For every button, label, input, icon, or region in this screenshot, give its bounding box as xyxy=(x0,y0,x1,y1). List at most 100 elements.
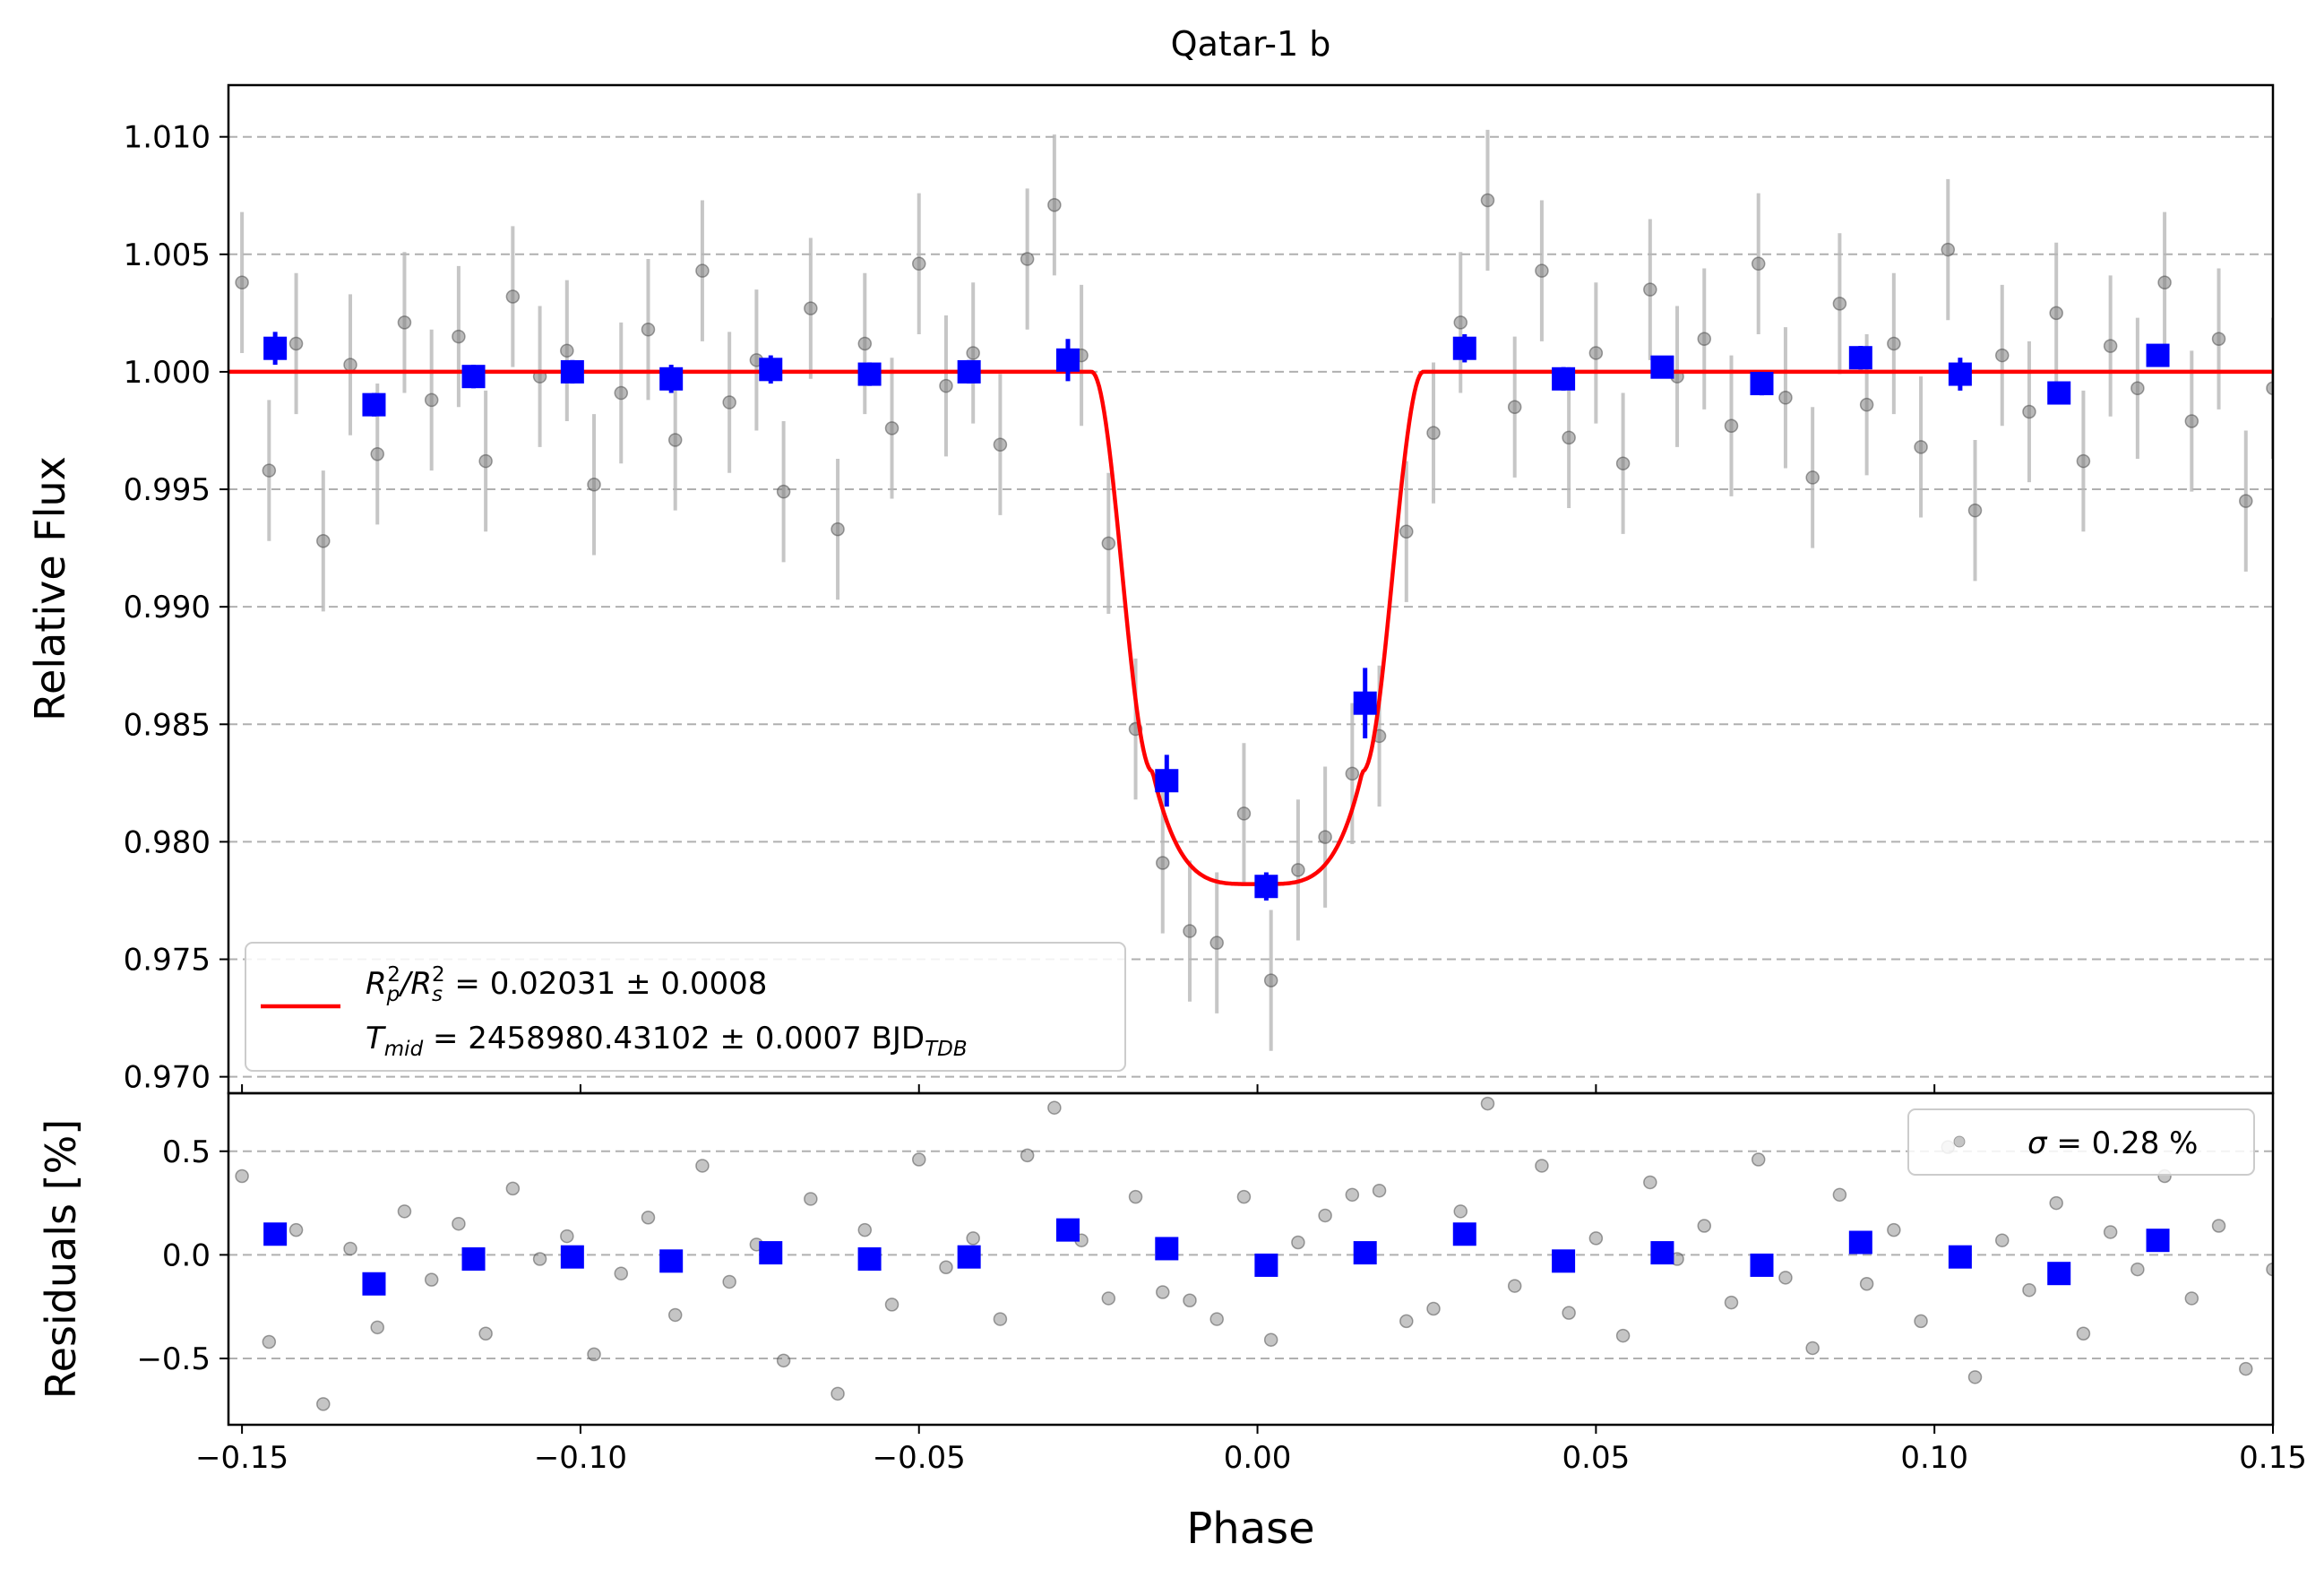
residual-binned-point xyxy=(957,1245,981,1269)
flux-raw-point xyxy=(370,446,384,461)
flux-binned-point xyxy=(659,366,684,391)
flux-raw-point xyxy=(776,484,791,499)
residual-raw-point xyxy=(614,1266,629,1281)
phase-x-tick-label: 0.05 xyxy=(1562,1440,1631,1476)
flux-raw-point xyxy=(939,378,953,393)
residual-raw-point xyxy=(1399,1314,1414,1329)
residual-raw-point xyxy=(1183,1293,1197,1307)
flux-y-tick-label: 1.000 xyxy=(124,355,211,391)
residual-raw-point xyxy=(1724,1295,1739,1310)
residual-raw-point xyxy=(1994,1233,2010,1247)
residual-raw-point xyxy=(695,1159,710,1173)
flux-raw-point xyxy=(1020,252,1035,266)
flux-raw-point xyxy=(1345,766,1360,781)
flux-raw-point xyxy=(1156,856,1170,870)
flux-raw-points xyxy=(235,193,2273,987)
flux-binned-point xyxy=(957,359,981,384)
flux-raw-point xyxy=(452,329,466,344)
residual-binned-point xyxy=(461,1247,486,1271)
flux-raw-point xyxy=(1562,430,1576,445)
flux-y-tick-label: 0.985 xyxy=(124,707,211,743)
residual-raw-point xyxy=(1426,1301,1441,1316)
flux-raw-point xyxy=(1318,830,1332,844)
residual-raw-point xyxy=(1047,1100,1062,1115)
residual-raw-point xyxy=(1372,1183,1387,1198)
flux-raw-point xyxy=(1751,256,1766,272)
flux-binned-point xyxy=(2146,343,2170,367)
flux-y-tick-label: 0.970 xyxy=(124,1060,211,1096)
residual-raw-point xyxy=(424,1272,439,1287)
residual-binned-point xyxy=(263,1222,288,1246)
residual-raw-point xyxy=(1453,1204,1468,1219)
residual-binned-point xyxy=(1848,1230,1872,1255)
flux-raw-point xyxy=(1724,418,1739,433)
flux-raw-point xyxy=(2022,404,2036,419)
residual-raw-point xyxy=(1832,1187,1847,1203)
flux-binned-points xyxy=(263,336,2170,899)
residual-binned-point xyxy=(1552,1249,1576,1273)
residual-raw-point xyxy=(478,1326,493,1341)
residual-raw-points xyxy=(235,1096,2273,1411)
flux-raw-point xyxy=(722,395,736,410)
residual-raw-point xyxy=(288,1222,304,1237)
flux-raw-point xyxy=(1805,470,1820,485)
flux-raw-point xyxy=(587,478,601,492)
flux-raw-point xyxy=(1615,456,1631,470)
flux-raw-point xyxy=(1859,397,1874,412)
residual-binned-point xyxy=(659,1249,684,1273)
flux-raw-point xyxy=(2266,381,2273,396)
flux-y-tick-label: 0.990 xyxy=(124,590,211,625)
residual-raw-point xyxy=(776,1353,791,1368)
phase-x-tick-label: 0.10 xyxy=(1900,1440,1968,1476)
residual-raw-point xyxy=(1887,1222,1901,1237)
flux-y-label: Relative Flux xyxy=(26,456,74,721)
residual-binned-point xyxy=(1155,1237,1179,1261)
flux-raw-point xyxy=(1832,297,1847,311)
flux-binned-point xyxy=(1452,336,1476,360)
residual-raw-point xyxy=(2211,1219,2226,1233)
flux-raw-point xyxy=(884,421,899,435)
flux-gridlines xyxy=(228,135,2273,1078)
chart-title: Qatar-1 b xyxy=(1171,24,1331,64)
residual-binned-point xyxy=(1353,1241,1377,1265)
phase-x-tick-label: −0.10 xyxy=(534,1440,627,1476)
flux-raw-point xyxy=(1643,282,1657,297)
residual-raw-point xyxy=(343,1241,357,1256)
flux-raw-point xyxy=(2103,339,2118,353)
flux-raw-point xyxy=(1588,346,1604,360)
residual-raw-point xyxy=(1751,1152,1766,1167)
flux-raw-point xyxy=(966,346,980,360)
flux-legend-box xyxy=(245,942,1126,1072)
flux-raw-point xyxy=(993,437,1008,452)
flux-y-tick-label: 1.010 xyxy=(124,120,211,156)
residual-raw-point xyxy=(262,1334,277,1349)
flux-raw-point xyxy=(1183,924,1197,938)
legend-radius-ratio: Rp2/Rs2 = 0.02031 ± 0.0008 xyxy=(366,963,767,1006)
residual-raw-point xyxy=(1236,1189,1252,1204)
flux-binned-point xyxy=(362,392,386,417)
residual-legend: σ = 0.28 % xyxy=(1907,1108,2255,1176)
phase-x-tick-label: 0.00 xyxy=(1224,1440,1292,1476)
residual-raw-point xyxy=(560,1229,574,1244)
residual-raw-point xyxy=(235,1168,249,1184)
residual-raw-point xyxy=(1263,1332,1278,1347)
flux-raw-point xyxy=(2211,332,2226,346)
residual-binned-point xyxy=(560,1245,584,1269)
residual-raw-point xyxy=(1156,1285,1170,1299)
residual-raw-point xyxy=(831,1386,845,1401)
residual-y-ticks: −0.5 0.0 0.5 xyxy=(136,1134,228,1377)
residual-binned-point xyxy=(1452,1222,1476,1246)
flux-raw-point xyxy=(1941,242,1956,257)
residual-raw-point xyxy=(1778,1271,1793,1285)
flux-raw-point xyxy=(2130,381,2145,396)
flux-binned-point xyxy=(1055,348,1080,372)
flux-raw-point xyxy=(1914,440,1928,454)
flux-raw-point xyxy=(2184,414,2199,428)
residual-binned-point xyxy=(362,1272,386,1296)
residual-raw-point xyxy=(587,1347,601,1362)
flux-raw-point xyxy=(316,533,331,548)
flux-raw-point xyxy=(1399,524,1414,539)
residual-raw-point xyxy=(1480,1096,1495,1111)
residual-raw-point xyxy=(2266,1262,2273,1277)
